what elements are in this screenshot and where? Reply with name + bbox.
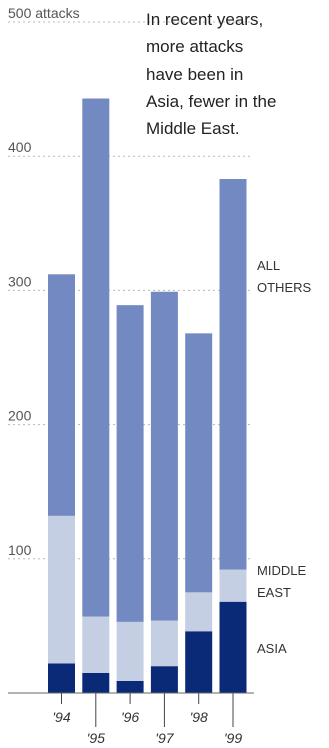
bar-segment [185,592,213,632]
bar-segment [116,680,144,693]
title-line: Middle East. [146,119,240,138]
bar-segment [116,621,144,681]
bar-segment [82,98,110,617]
title-line: In recent years, [146,10,263,29]
legend-all-others: OTHERS [257,280,312,295]
bar-segment [150,291,178,621]
x-tick-label: '95 [87,730,105,746]
bar-segment [219,569,247,602]
y-axis: 100 200 300 400 500 attacks [8,5,80,558]
bar-segment [116,305,144,622]
bar-segment [48,663,75,693]
legend-all-others: ALL [257,258,280,273]
chart-title: In recent years, more attacks have been … [146,10,276,138]
bar-segment [48,274,75,516]
bar-segment [219,179,247,570]
bar-segment [150,620,178,667]
x-tick-label: '97 [155,730,174,746]
bars [48,98,247,693]
bar-segment [82,616,110,673]
x-tick-label: '99 [224,730,242,746]
bar-segment [82,672,110,693]
y-tick-label: 300 [8,273,32,289]
title-line: Asia, fewer in the [146,92,276,111]
x-tick-label: '96 [121,709,139,725]
legend: ALL OTHERS MIDDLE EAST ASIA [257,258,312,656]
x-tick-label: '98 [190,709,208,725]
y-tick-label: 400 [8,139,32,155]
legend-middle-east: EAST [257,585,291,600]
bar-segment [48,515,75,664]
bar-segment [219,601,247,693]
legend-asia: ASIA [257,641,287,656]
title-line: have been in [146,65,243,84]
bar-segment [185,333,213,593]
legend-middle-east: MIDDLE [257,563,306,578]
x-axis: '94 '95 '96 '97 '98 '99 [8,692,254,746]
bar-segment [150,666,178,693]
bar-segment [185,631,213,693]
y-tick-label: 200 [8,408,32,424]
title-line: more attacks [146,37,243,56]
y-tick-label: 500 attacks [8,5,80,21]
y-tick-label: 100 [8,542,32,558]
x-tick-label: '94 [52,709,70,725]
